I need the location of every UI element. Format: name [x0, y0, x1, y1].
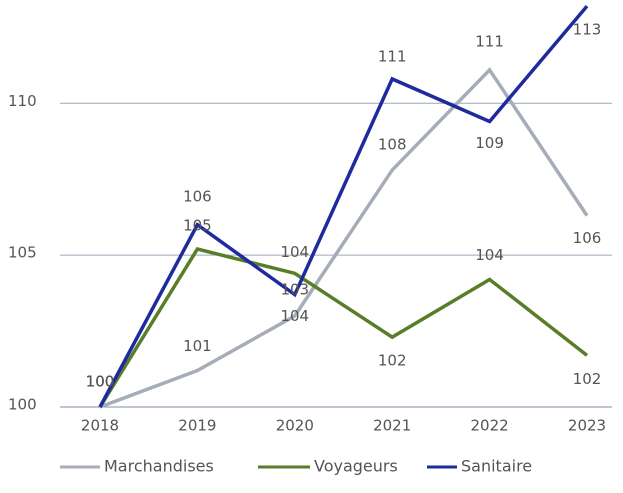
- x-tick-label: 2020: [276, 417, 314, 435]
- data-label: 106: [573, 229, 602, 247]
- data-label: 104: [280, 307, 309, 325]
- legend-label: Voyageurs: [314, 457, 398, 476]
- data-label: 104: [475, 246, 504, 264]
- x-tick-label: 2018: [81, 417, 119, 435]
- data-label: 108: [378, 136, 407, 154]
- series-line: [98, 247, 589, 408]
- data-label: 109: [475, 134, 504, 152]
- data-label: 105: [183, 217, 212, 235]
- data-label: 111: [378, 47, 407, 65]
- data-label: 111: [475, 32, 504, 50]
- data-label: 100: [86, 373, 115, 391]
- y-tick-label: 110: [8, 92, 37, 110]
- y-tick-label: 105: [8, 244, 37, 262]
- series-line: [98, 4, 589, 408]
- data-label: 104: [280, 243, 309, 261]
- series-line: [99, 67, 589, 409]
- data-label: 113: [573, 21, 602, 39]
- data-label: 102: [378, 352, 407, 370]
- data-label: 106: [183, 187, 212, 205]
- legend-label: Sanitaire: [461, 457, 532, 476]
- x-tick-label: 2022: [471, 417, 509, 435]
- data-label: 101: [183, 337, 212, 355]
- x-tick-label: 2019: [178, 417, 216, 435]
- data-label: 100: [86, 373, 115, 391]
- x-tick-label: 2021: [373, 417, 411, 435]
- y-tick-label: 100: [8, 396, 37, 414]
- data-label: 102: [573, 370, 602, 388]
- data-label: 103: [280, 280, 309, 298]
- x-tick-label: 2023: [568, 417, 606, 435]
- legend-label: Marchandises: [104, 457, 214, 476]
- data-label: 100: [86, 373, 115, 391]
